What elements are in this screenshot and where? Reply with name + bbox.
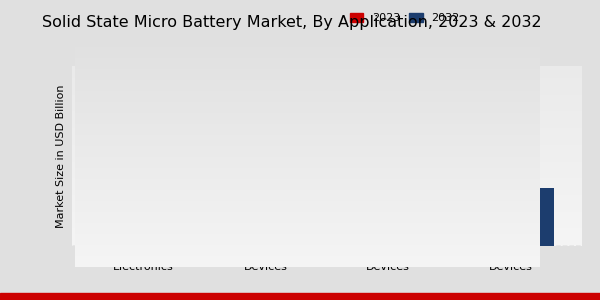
Y-axis label: Market Size in USD Billion: Market Size in USD Billion — [56, 84, 67, 228]
Bar — [512, 188, 554, 246]
Bar — [268, 158, 309, 246]
Text: Solid State Micro Battery Market, By Application, 2023 & 2032: Solid State Micro Battery Market, By App… — [42, 15, 542, 30]
Text: 0.42: 0.42 — [109, 194, 133, 203]
Bar — [345, 230, 386, 246]
Bar — [100, 207, 142, 246]
Bar — [145, 98, 187, 246]
Bar — [467, 233, 509, 246]
Bar — [390, 193, 431, 246]
Bar — [223, 221, 264, 246]
Legend: 2023, 2032: 2023, 2032 — [346, 9, 464, 28]
